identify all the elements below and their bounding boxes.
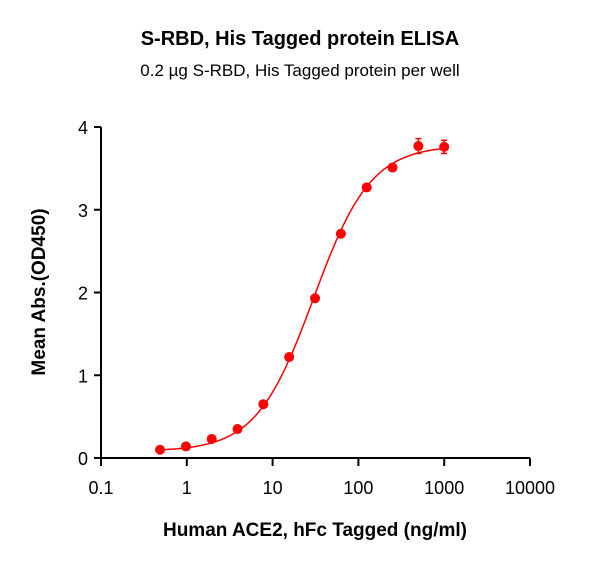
y-tick-label: 4 — [78, 118, 88, 138]
x-tick-label: 1000 — [424, 478, 464, 498]
data-point — [439, 141, 450, 152]
data-point — [180, 441, 191, 452]
x-tick-label: 100 — [343, 478, 373, 498]
chart-title: S-RBD, His Tagged protein ELISA — [140, 28, 460, 50]
x-tick-label: 0.1 — [88, 478, 113, 498]
fit-curve — [160, 147, 445, 451]
y-tick-label: 3 — [78, 201, 88, 221]
chart-subtitle: 0.2 µg S-RBD, His Tagged protein per wel… — [140, 61, 460, 80]
x-axis-label: Human ACE2, hFc Tagged (ng/ml) — [163, 520, 467, 541]
data-point — [413, 141, 424, 152]
axes: 0.1 1 10 100 1000 10000 0 1 2 3 4 — [78, 118, 555, 498]
y-tick-label: 0 — [78, 449, 88, 469]
data-point — [258, 399, 269, 410]
data-points — [155, 137, 450, 455]
data-point — [335, 228, 346, 239]
y-tick-label: 1 — [78, 366, 88, 386]
data-point — [232, 424, 243, 435]
data-point — [361, 182, 372, 193]
data-point — [155, 444, 166, 455]
data-point — [284, 352, 295, 363]
data-point — [387, 162, 398, 173]
y-tick-label: 2 — [78, 284, 88, 304]
x-tick-label: 10 — [263, 478, 283, 498]
x-tick-label: 1 — [182, 478, 192, 498]
data-point — [310, 293, 321, 304]
y-axis-label: Mean Abs.(OD450) — [29, 208, 50, 375]
fit-curve-group — [160, 147, 445, 451]
data-point — [206, 433, 217, 444]
x-tick-label: 10000 — [505, 478, 555, 498]
